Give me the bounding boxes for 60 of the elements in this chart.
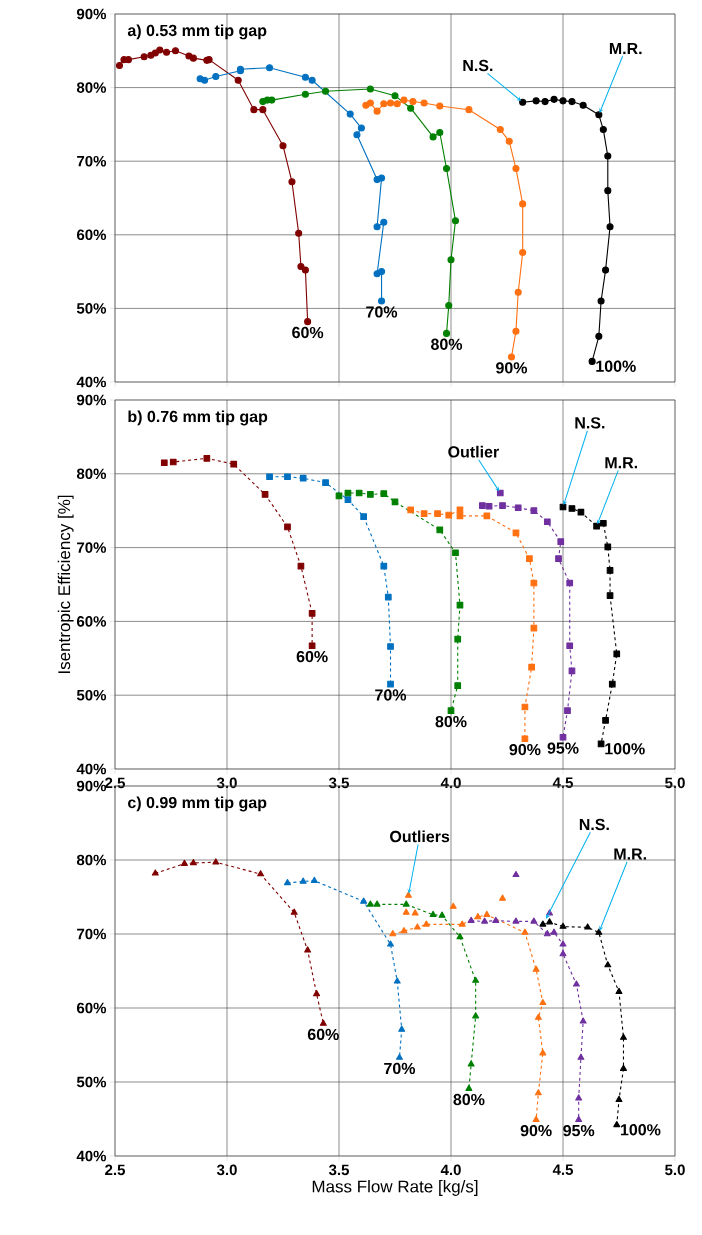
y-tick-label: 50% — [76, 1076, 107, 1088]
text: c) 0.99 mm tip gap — [128, 796, 267, 812]
x-tick-label: 2.5 — [105, 777, 125, 789]
y-tick-label: 50% — [76, 689, 107, 701]
y-tick-label: 50% — [76, 303, 107, 314]
y-tick-label: 70% — [77, 928, 107, 940]
annotation: M.R. — [614, 848, 646, 860]
x-tick-label: 4.0 — [440, 1164, 461, 1176]
y-tick-label: 80% — [76, 468, 107, 480]
y-tick-label: 60% — [76, 1002, 107, 1014]
series-label: 100% — [605, 743, 645, 755]
x-axis-title: Mass Flow Rate [kg/s] — [312, 1180, 478, 1196]
annotation: Outlier — [448, 445, 499, 458]
text: b) 0.76 mm tip gap — [128, 410, 268, 426]
series-label: 90% — [496, 362, 528, 374]
x-tick-label: 5.0 — [665, 1164, 685, 1176]
annotation: N.S. — [575, 417, 605, 429]
series-label: 95% — [563, 1124, 595, 1137]
series-label: 70% — [366, 306, 398, 318]
y-tick-label: 60% — [76, 616, 107, 627]
series-label: 60% — [296, 650, 328, 663]
series-label: 70% — [375, 689, 407, 701]
y-axis-title: Isentropic Efficiency [%] — [57, 495, 74, 673]
x-tick-label: 2.5 — [105, 1164, 125, 1176]
x-tick-label: 3.0 — [216, 777, 237, 789]
series-label: 70% — [384, 1062, 416, 1075]
x-tick-label: 4.5 — [552, 777, 574, 788]
x-tick-label: 3.0 — [216, 1164, 237, 1176]
series-label: 80% — [431, 338, 463, 350]
series-label: 100% — [596, 360, 636, 372]
series-label: 80% — [453, 1093, 485, 1106]
x-tick-label: 4.0 — [440, 777, 461, 789]
annotation: M.R. — [609, 43, 642, 55]
y-tick-label: 40% — [76, 763, 107, 775]
series-label: 95% — [547, 742, 579, 754]
series-label: 80% — [435, 715, 467, 728]
y-tick-label: 40% — [76, 376, 107, 388]
x-tick-label: 5.0 — [665, 777, 685, 789]
x-tick-label: 3.5 — [328, 1164, 350, 1176]
text: a) 0.53 mm tip gap — [127, 24, 267, 40]
series-label: 90% — [520, 1124, 552, 1137]
y-tick-label: 60% — [76, 229, 107, 241]
annotation: M.R. — [605, 457, 638, 469]
series-label: 60% — [307, 1028, 339, 1041]
annotation: N.S. — [463, 59, 493, 72]
series-label: 60% — [292, 326, 324, 339]
y-tick-label: 70% — [77, 542, 107, 553]
y-tick-label: 40% — [76, 1150, 107, 1162]
y-tick-label: 80% — [76, 854, 107, 866]
y-tick-label: 70% — [77, 155, 107, 167]
series-label: 90% — [509, 743, 541, 756]
annotation: Outliers — [390, 830, 450, 843]
y-tick-label: 80% — [76, 82, 107, 93]
y-tick-label: 90% — [76, 8, 107, 20]
x-tick-label: 3.5 — [328, 777, 350, 789]
y-tick-label: 90% — [76, 780, 107, 792]
x-tick-label: 4.5 — [552, 1164, 574, 1175]
series-label: 100% — [620, 1124, 661, 1136]
annotation: N.S. — [579, 818, 609, 831]
y-tick-label: 90% — [76, 394, 107, 406]
